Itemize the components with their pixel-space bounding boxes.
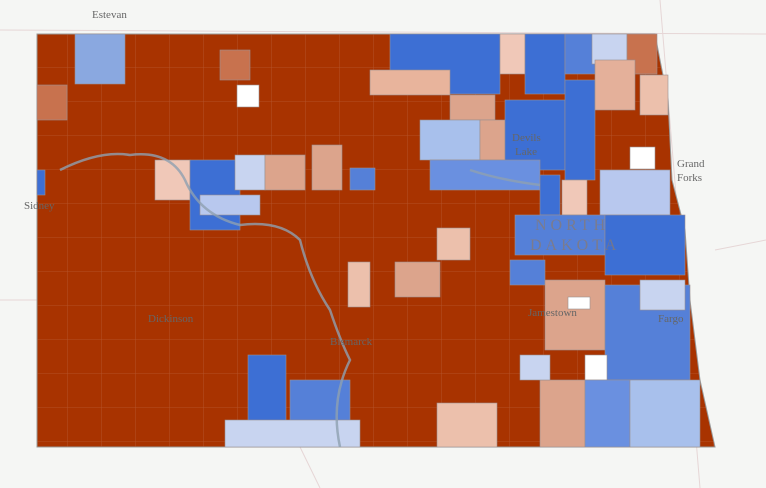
state-label: NORTH bbox=[535, 217, 609, 234]
place-label: Grand bbox=[677, 158, 705, 170]
rivers bbox=[59, 152, 541, 448]
place-label: Jamestown bbox=[528, 307, 577, 319]
precinct-patches bbox=[36, 33, 701, 448]
place-label: Sidney bbox=[24, 200, 55, 212]
place-label: Forks bbox=[677, 172, 702, 184]
state-label: DAKOTA bbox=[530, 237, 620, 254]
place-label: Lake bbox=[515, 146, 537, 158]
place-label: Dickinson bbox=[148, 313, 194, 325]
place-label: Bismarck bbox=[330, 336, 373, 348]
place-label: Estevan bbox=[92, 9, 127, 21]
place-label: Devils bbox=[512, 132, 541, 144]
place-label: Fargo bbox=[658, 313, 684, 325]
